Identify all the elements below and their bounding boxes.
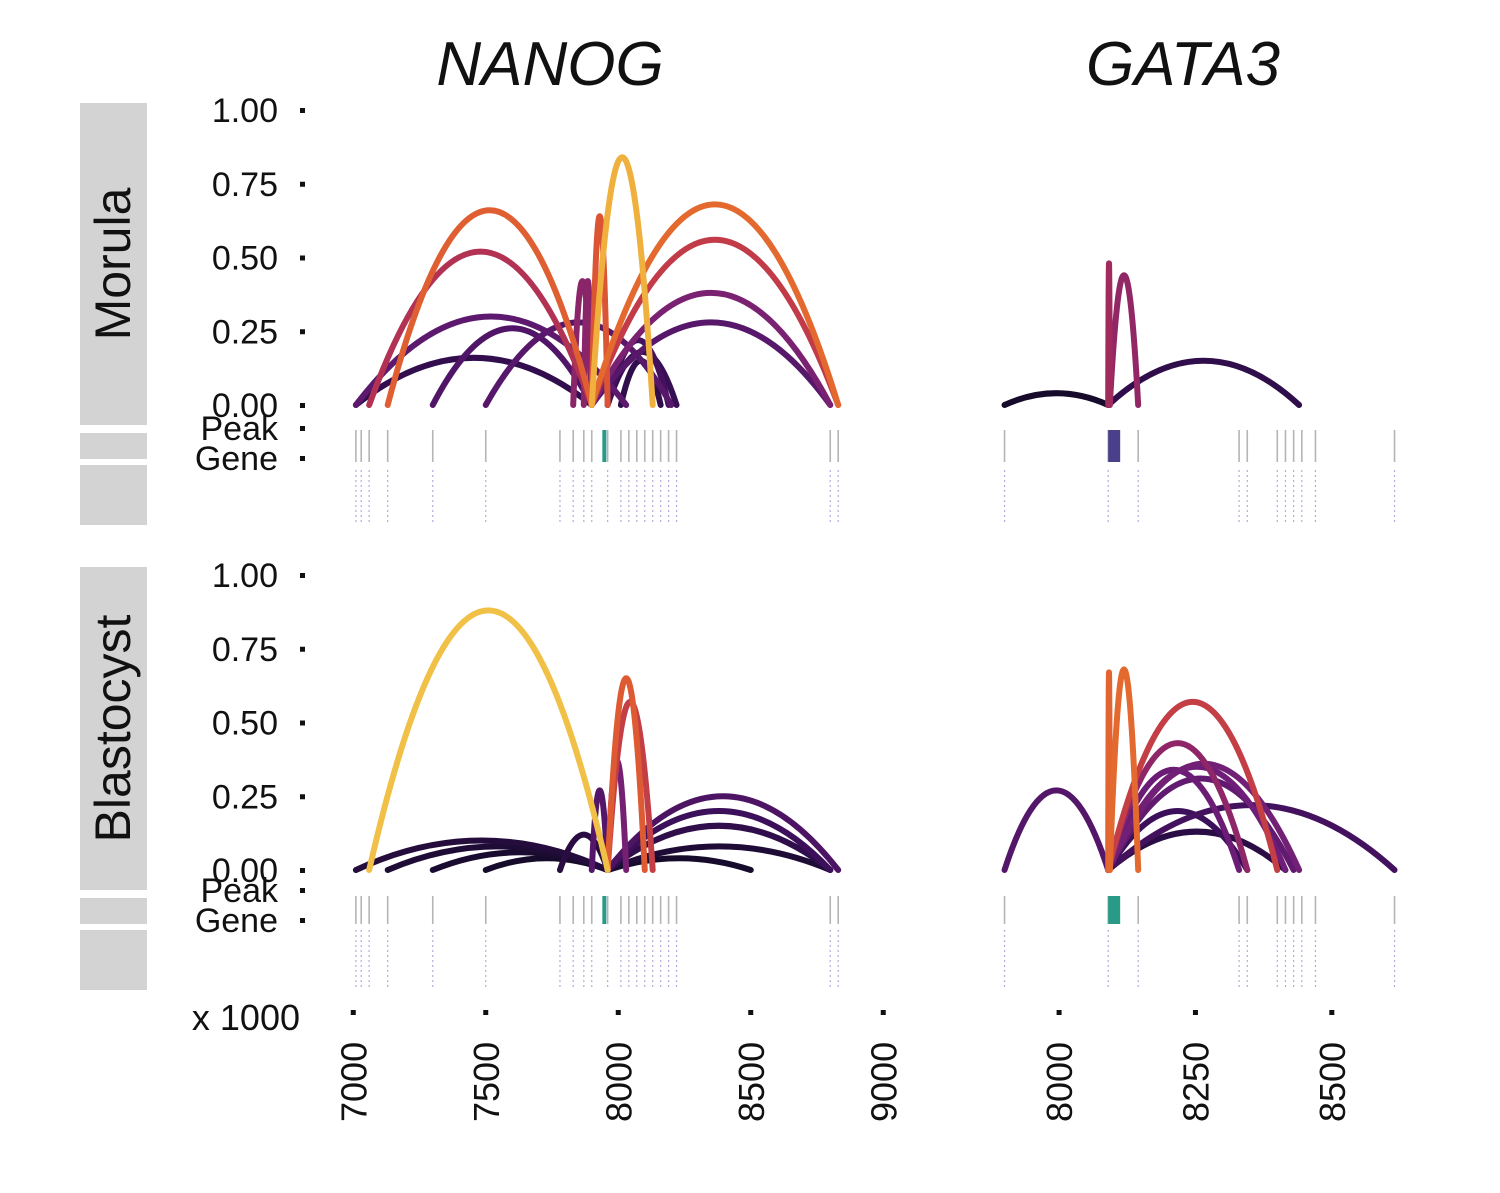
y-tick-label: 0.25 — [212, 778, 278, 816]
link-arc — [588, 319, 834, 408]
y-tick-label: 0.75 — [212, 166, 278, 204]
y-tick-label: 1.00 — [212, 92, 278, 130]
y-tick-label: 0.00 — [212, 387, 278, 425]
link-arc — [1001, 787, 1112, 873]
link-arc — [588, 154, 656, 408]
track-strip-box — [80, 433, 147, 459]
link-arc — [1106, 666, 1142, 873]
gene-mark — [602, 896, 607, 924]
x-tick-label: 8500 — [731, 1042, 772, 1122]
link-arc — [1105, 260, 1113, 408]
peak-tick-mark — [300, 426, 305, 431]
gene-mark — [1108, 896, 1121, 924]
x-tick-mark — [615, 1010, 621, 1015]
link-arc — [604, 808, 834, 873]
link-arc — [384, 207, 595, 408]
x-tick-mark — [483, 1010, 489, 1015]
link-arc — [1105, 699, 1281, 873]
x-tick-mark — [880, 1010, 886, 1015]
link-arc — [352, 837, 611, 873]
peak-tick-mark — [300, 888, 305, 893]
link-arc — [604, 822, 834, 873]
gene-tick-mark — [300, 456, 305, 461]
y-tick-label: 0.75 — [212, 631, 278, 669]
link-arc — [588, 787, 611, 873]
link-arc — [1001, 390, 1112, 408]
x-tick-label: 8000 — [1039, 1042, 1080, 1122]
peak-track-label: Peak — [201, 872, 279, 910]
y-tick-mark — [300, 329, 305, 335]
peak-track-label: Peak — [201, 410, 279, 448]
y-tick-label: 1.00 — [212, 557, 278, 595]
link-arc — [429, 325, 595, 408]
strip-label-box — [80, 567, 147, 890]
x-tick-mark — [350, 1010, 356, 1015]
y-tick-label: 0.50 — [212, 705, 278, 743]
link-arc — [604, 675, 648, 873]
link-arc — [588, 236, 842, 408]
y-tick-label: 0.25 — [212, 313, 278, 351]
y-tick-label: 0.50 — [212, 240, 278, 278]
gene-track-label: Gene — [195, 902, 278, 940]
y-tick-mark — [300, 794, 305, 800]
x-tick-mark — [1192, 1010, 1198, 1015]
x-tick-mark — [1056, 1010, 1062, 1015]
y-tick-mark — [300, 108, 305, 113]
link-arc — [588, 290, 834, 408]
x-tick-label: 8500 — [1312, 1042, 1353, 1122]
link-arc — [352, 354, 595, 408]
link-arc — [1105, 766, 1243, 873]
link-arc — [1105, 669, 1113, 873]
link-arc — [366, 607, 611, 873]
x-tick-label: 7000 — [333, 1042, 374, 1122]
x-multiplier-label: x 1000 — [192, 997, 300, 1038]
x-tick-label: 9000 — [863, 1042, 904, 1122]
gene-mark — [602, 430, 607, 462]
y-tick-label: 0.00 — [212, 852, 278, 890]
y-tick-mark — [300, 573, 305, 578]
column-title-nanog: NANOG — [436, 30, 663, 99]
link-arc — [1105, 802, 1398, 873]
link-arc — [1105, 357, 1303, 408]
x-tick-label: 7500 — [466, 1042, 507, 1122]
gene-tick-mark — [300, 918, 305, 923]
y-tick-mark — [300, 181, 305, 187]
y-tick-mark — [300, 868, 305, 873]
link-arc — [366, 248, 595, 408]
x-tick-mark — [748, 1010, 754, 1015]
x-tick-label: 8250 — [1175, 1042, 1216, 1122]
gene-track-label: Gene — [195, 440, 278, 478]
track-strip-box — [80, 465, 147, 525]
column-title-gata3: GATA3 — [1086, 30, 1280, 99]
y-tick-mark — [300, 646, 305, 652]
y-tick-mark — [300, 403, 305, 408]
x-tick-mark — [1329, 1010, 1335, 1015]
x-tick-label: 8000 — [598, 1042, 639, 1122]
link-arc — [604, 843, 834, 873]
gene-mark — [1108, 430, 1121, 462]
y-tick-mark — [300, 255, 305, 261]
link-arc — [588, 201, 842, 408]
strip-label-morula: Morula — [85, 187, 141, 340]
strip-label-blastocyst: Blastocyst — [85, 614, 141, 842]
link-arc — [604, 793, 842, 873]
y-tick-mark — [300, 720, 305, 726]
strip-label-box — [80, 103, 147, 425]
track-strip-box — [80, 930, 147, 990]
track-strip-box — [80, 898, 147, 924]
link-arc — [588, 213, 611, 408]
link-arc — [1106, 272, 1142, 408]
